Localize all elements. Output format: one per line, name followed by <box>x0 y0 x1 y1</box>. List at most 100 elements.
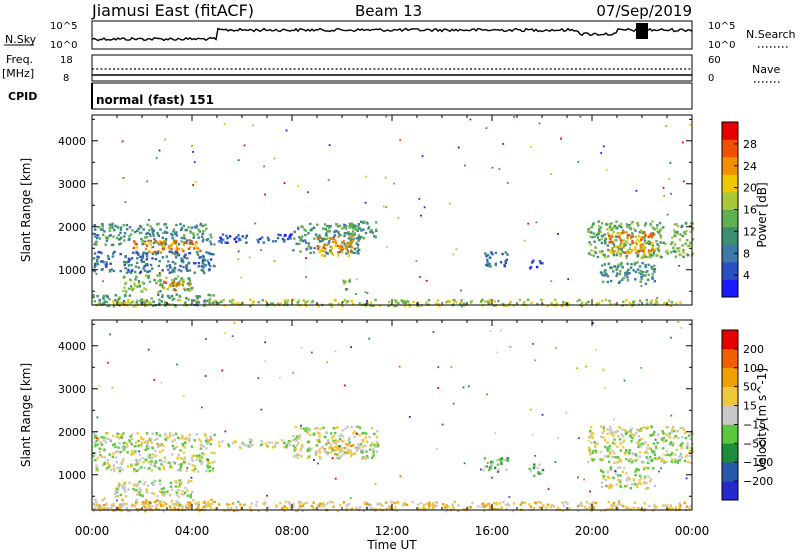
velocity-cell <box>629 457 632 461</box>
velocity-cell <box>336 509 340 513</box>
velocity-cell <box>285 446 288 449</box>
velocity-cell <box>630 483 634 486</box>
velocity-data-cells <box>92 321 695 513</box>
power-cell <box>366 292 369 294</box>
velocity-cell <box>174 432 178 436</box>
velocity-cell <box>112 434 115 438</box>
power-cell <box>632 227 636 231</box>
power-cell <box>656 253 659 257</box>
power-cell <box>328 144 331 146</box>
power-cell <box>615 239 618 242</box>
power-cell <box>644 274 647 277</box>
power-cell <box>101 225 104 228</box>
velocity-cell <box>198 510 201 513</box>
power-cell <box>415 260 418 262</box>
power-cell <box>174 256 178 259</box>
power-cell <box>650 301 653 304</box>
velocity-cell <box>186 506 189 510</box>
power-cell <box>148 250 151 253</box>
velocity-cell <box>135 508 138 511</box>
velocity-cell <box>144 501 147 504</box>
power-cell <box>186 257 189 260</box>
power-cell <box>305 247 309 250</box>
power-cell <box>157 290 160 294</box>
velocity-cell <box>312 501 315 504</box>
velocity-cell <box>95 439 98 443</box>
power-cell <box>146 274 149 278</box>
power-cell <box>438 304 441 308</box>
power-cell <box>649 232 653 235</box>
power-cell <box>324 233 328 236</box>
velocity-cell <box>117 446 120 449</box>
velocity-cell <box>136 509 139 513</box>
velocity-cell <box>644 441 647 444</box>
velocity-cell <box>639 427 643 431</box>
power-cell <box>347 233 350 236</box>
velocity-cell <box>611 503 614 507</box>
velocity-cell <box>402 502 406 505</box>
power-cell <box>324 228 327 231</box>
velocity-cell <box>326 453 330 456</box>
velocity-cell <box>618 457 621 461</box>
power-cell <box>100 223 104 226</box>
power-cell <box>598 228 601 231</box>
power-cell <box>347 251 350 254</box>
power-cell <box>617 248 621 251</box>
power-cell <box>318 234 321 237</box>
power-cell <box>180 226 184 230</box>
velocity-y-tick-label: 3000 <box>58 383 86 396</box>
power-cell <box>134 230 137 234</box>
power-cell <box>327 229 330 232</box>
velocity-cell <box>612 441 615 445</box>
velocity-cell <box>300 424 302 427</box>
velocity-cell <box>171 444 175 448</box>
velocity-cell <box>417 507 421 510</box>
power-cell <box>555 302 558 305</box>
velocity-cell <box>155 432 158 435</box>
power-cell <box>293 237 296 240</box>
power-cell <box>177 247 180 251</box>
power-cell <box>201 232 204 236</box>
velocity-cell <box>494 432 497 434</box>
velocity-cell <box>109 438 112 442</box>
velocity-cell <box>189 493 192 496</box>
power-cell <box>187 289 191 293</box>
velocity-cell <box>545 506 548 509</box>
power-cell <box>676 232 679 236</box>
power-cell <box>174 305 177 308</box>
velocity-cell <box>689 504 693 508</box>
power-cell <box>329 237 332 240</box>
velocity-cell <box>197 503 200 507</box>
power-cell <box>170 270 174 274</box>
power-cell <box>123 294 127 297</box>
velocity-cell <box>122 502 126 505</box>
velocity-cell <box>649 478 653 481</box>
power-cell <box>177 268 181 272</box>
power-cell <box>527 222 530 225</box>
power-cell <box>343 232 347 235</box>
velocity-cell <box>153 464 156 467</box>
velocity-cell <box>210 498 213 502</box>
velocity-cell <box>188 433 191 437</box>
power-cell <box>348 226 351 229</box>
power-colorbar-tick-label: 4 <box>743 269 750 282</box>
power-cell <box>147 274 151 278</box>
velocity-cell <box>674 458 677 461</box>
power-cell <box>130 287 133 290</box>
power-cell <box>171 278 174 282</box>
velocity-cell <box>630 427 633 430</box>
power-cell <box>226 241 229 244</box>
velocity-cell <box>331 449 335 452</box>
velocity-cell <box>292 444 295 448</box>
power-cell <box>183 241 186 244</box>
velocity-cell <box>300 447 303 450</box>
velocity-cell <box>665 439 668 442</box>
velocity-cell <box>332 505 335 508</box>
power-colorbar-segment <box>722 157 738 175</box>
velocity-cell <box>143 466 147 470</box>
power-cell <box>166 288 169 291</box>
velocity-cell <box>181 437 184 440</box>
velocity-cell <box>119 503 122 506</box>
velocity-cell <box>327 441 331 444</box>
velocity-cell <box>642 509 645 513</box>
